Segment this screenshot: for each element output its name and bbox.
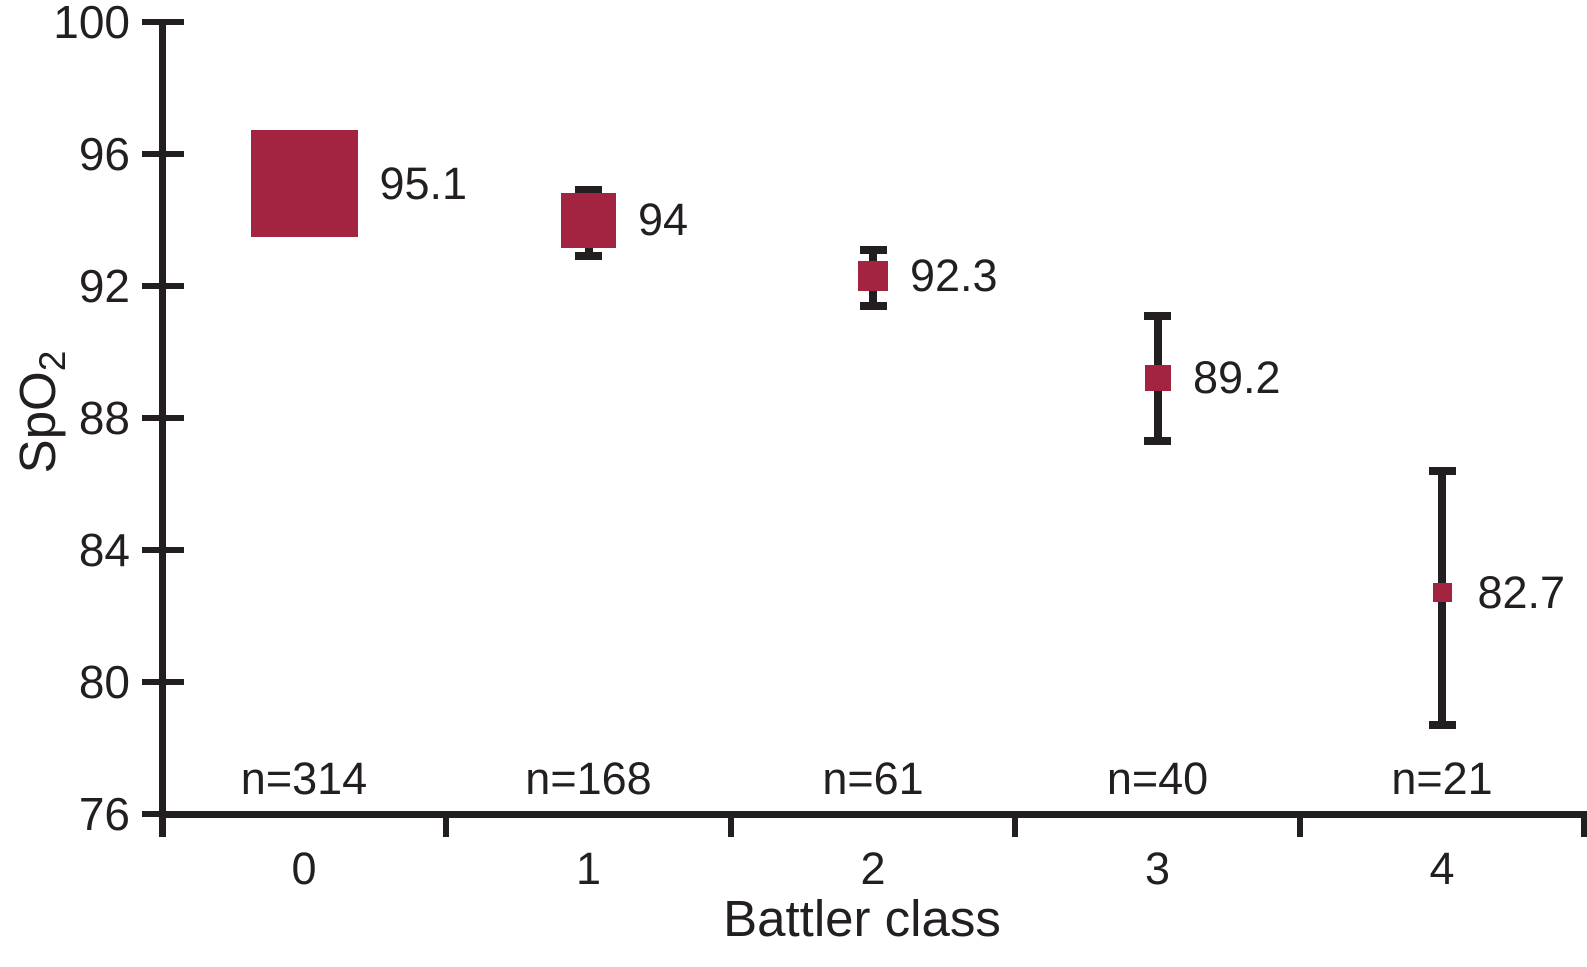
x-axis-title: Battler class [723, 890, 1001, 947]
point-value-label: 95.1 [379, 157, 468, 209]
point-marker [250, 130, 358, 238]
y-tick-mark [141, 151, 184, 157]
x-category-label: 4 [1429, 843, 1455, 894]
y-tick-mark [141, 547, 184, 553]
point-marker [1144, 365, 1171, 392]
sample-size-label: n=168 [525, 753, 652, 804]
error-bar-cap-top [575, 186, 602, 195]
x-category-label: 3 [1144, 843, 1171, 894]
point-value-label: 94 [638, 194, 689, 245]
y-tick-label: 84 [78, 524, 130, 576]
error-bar-cap-top [1144, 311, 1171, 320]
y-tick-mark [141, 283, 184, 289]
error-bar-cap-top [859, 245, 887, 254]
y-tick-label: 92 [78, 260, 130, 312]
sample-size-label: n=314 [240, 753, 368, 804]
y-tick-mark [141, 19, 184, 25]
point-value-label: 92.3 [910, 250, 998, 302]
y-tick-label: 80 [78, 656, 130, 708]
x-axis-line [159, 811, 1587, 818]
sample-size-label: n=21 [1391, 753, 1493, 804]
sample-size-label: n=61 [822, 753, 924, 804]
x-tick-mark [727, 811, 734, 837]
y-tick-label: 76 [78, 788, 130, 840]
y-tick-label: 88 [78, 392, 130, 444]
x-tick-mark [443, 811, 450, 837]
error-bar-cap-bottom [859, 301, 887, 310]
y-axis-line [159, 19, 166, 837]
error-bar-cap-bottom [1144, 437, 1171, 446]
x-category-label: 2 [860, 843, 886, 894]
x-tick-mark [1012, 811, 1019, 837]
point-marker [1432, 583, 1452, 603]
x-category-label: 1 [575, 843, 602, 894]
point-value-label: 82.7 [1477, 566, 1566, 618]
point-value-label: 89.2 [1193, 352, 1281, 404]
error-bar-cap-bottom [1428, 720, 1456, 729]
point-marker [858, 261, 888, 292]
y-tick-mark [141, 679, 184, 685]
y-axis-title-subscript: 2 [32, 350, 73, 372]
point-marker [561, 192, 616, 248]
y-tick-label: 96 [78, 128, 130, 180]
y-tick-mark [141, 415, 184, 421]
x-tick-mark [1581, 811, 1587, 837]
x-tick-mark [1296, 811, 1303, 837]
error-bar-cap-top [1428, 466, 1456, 475]
error-bar-cap-bottom [575, 252, 602, 261]
sample-size-label: n=40 [1106, 753, 1209, 804]
y-tick-label: 100 [53, 0, 130, 48]
x-category-label: 0 [291, 843, 317, 894]
y-tick-mark [141, 811, 184, 817]
